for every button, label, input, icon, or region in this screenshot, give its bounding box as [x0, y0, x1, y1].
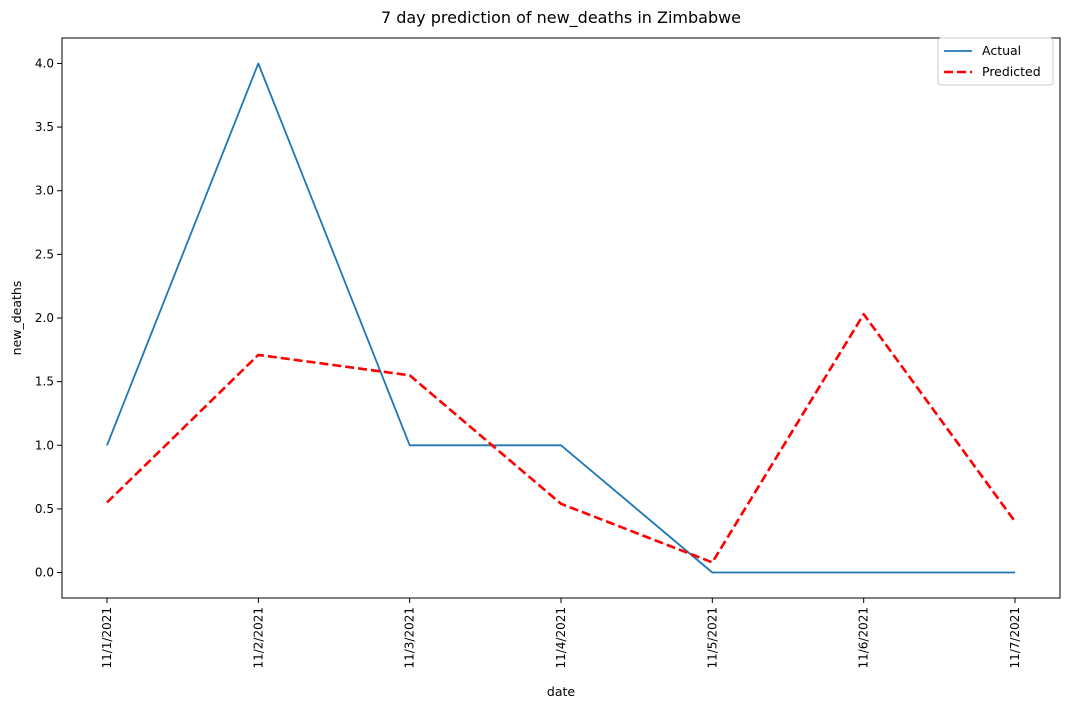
- y-tick-label: 0.0: [35, 566, 54, 580]
- x-tick-label: 11/4/2021: [554, 607, 568, 669]
- series-layer: [106, 62, 1017, 574]
- y-tick-label: 2.0: [35, 311, 54, 325]
- y-axis-label: new_deaths: [9, 281, 24, 356]
- x-tick-label: 11/3/2021: [403, 607, 417, 669]
- y-tick-label: 0.5: [35, 502, 54, 516]
- series-predicted-line: [106, 312, 1017, 564]
- y-tick-label: 1.5: [35, 375, 54, 389]
- x-tick-label: 11/7/2021: [1008, 607, 1022, 669]
- x-axis-label: date: [547, 684, 575, 699]
- y-tick-label: 2.5: [35, 247, 54, 261]
- x-tick-label: 11/1/2021: [100, 607, 114, 669]
- legend: Actual Predicted: [937, 37, 1054, 86]
- x-axis: 11/1/2021 11/2/2021 11/3/2021 11/4/2021 11/5…: [100, 598, 1022, 669]
- legend-actual-label: Actual: [982, 43, 1021, 58]
- y-tick-label: 4.0: [35, 56, 54, 70]
- y-tick-label: 3.0: [35, 184, 54, 198]
- x-tick-label: 11/6/2021: [857, 607, 871, 669]
- plot-area-frame: [61, 37, 1061, 599]
- y-tick-label: 3.5: [35, 120, 54, 134]
- series-actual-line: [106, 62, 1015, 574]
- x-tick-label: 11/5/2021: [705, 607, 719, 669]
- y-tick-label: 1.0: [35, 438, 54, 452]
- chart-title: 7 day prediction of new_deaths in Zimbab…: [381, 8, 741, 28]
- legend-predicted-label: Predicted: [982, 64, 1041, 79]
- x-tick-label: 11/2/2021: [251, 607, 265, 669]
- legend-frame: [937, 37, 1054, 86]
- y-axis: 0.0 0.5 1.0 1.5 2.0 2.5 3.0 3.5 4.0: [35, 56, 62, 580]
